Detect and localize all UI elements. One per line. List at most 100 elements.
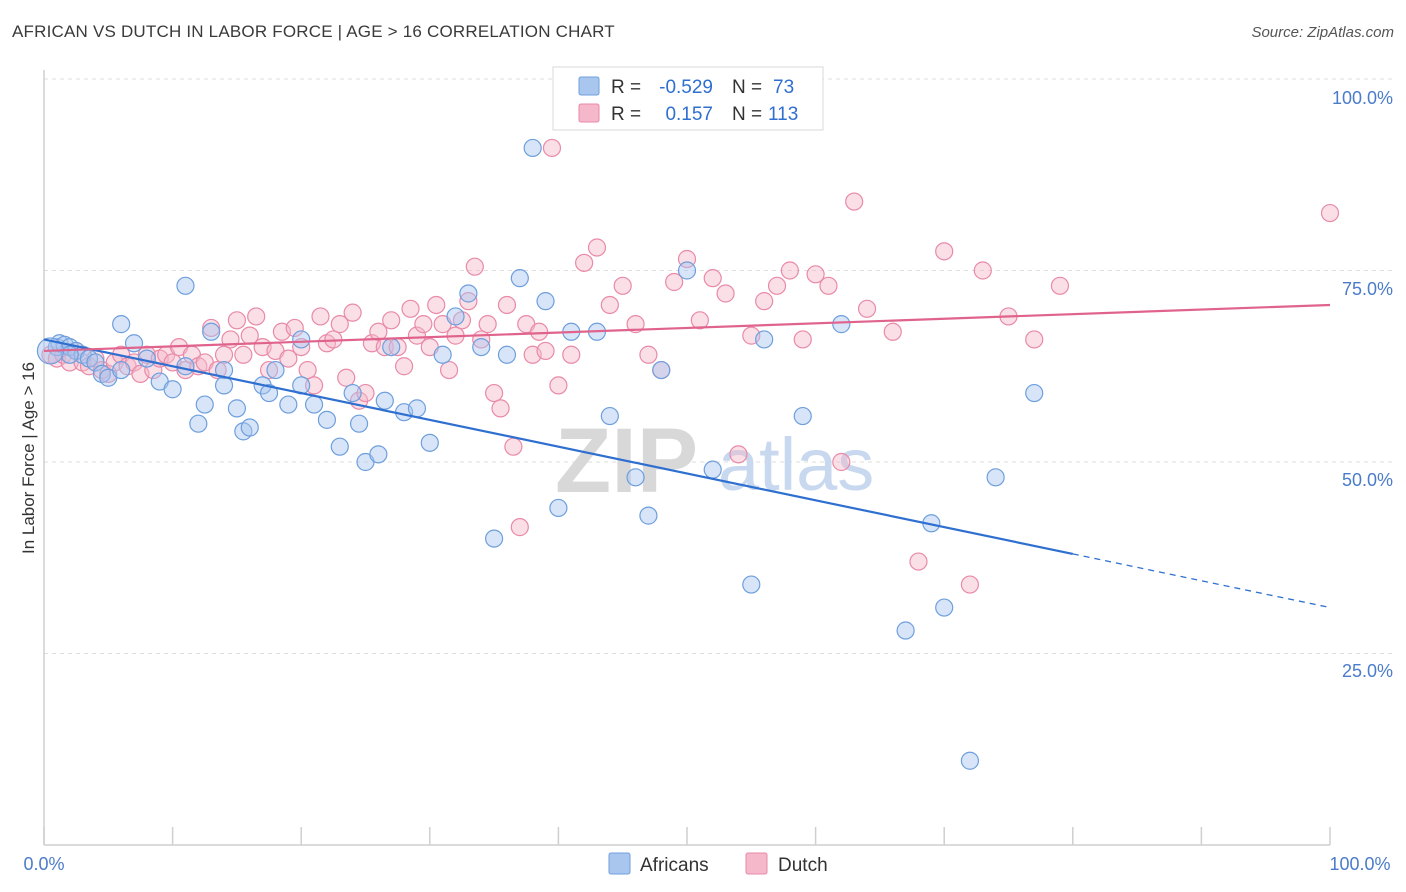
x-tick-label: 100.0% <box>1329 854 1390 874</box>
y-tick-label: 50.0% <box>1342 470 1393 490</box>
dutch-point <box>414 315 433 334</box>
dutch-point <box>485 383 504 403</box>
africans-point <box>1025 383 1044 403</box>
dutch-point <box>407 326 427 345</box>
dutch-point <box>298 360 317 380</box>
legend-r-value: 0.157 <box>665 104 713 125</box>
africans-point <box>536 292 555 311</box>
gridlines <box>44 78 1395 654</box>
dutch-point <box>530 322 549 341</box>
africans-point <box>195 395 214 414</box>
dutch-point <box>214 345 234 364</box>
dutch-point <box>279 349 298 368</box>
x-ticks <box>43 827 1331 845</box>
africans-point <box>433 345 452 364</box>
africans-point <box>176 357 195 376</box>
africans-point <box>459 284 478 303</box>
legend-n-label: N = <box>732 77 762 98</box>
dutch-point <box>234 345 253 364</box>
africans-point <box>382 338 401 357</box>
y-axis-label: In Labor Force | Age > 16 <box>19 362 38 554</box>
africans-point <box>497 345 517 364</box>
africans-point <box>240 418 259 437</box>
africans-point <box>163 380 182 399</box>
dutch-point <box>935 242 954 261</box>
legend-n-value: 73 <box>773 77 794 98</box>
dutch-point <box>1025 330 1044 349</box>
dutch-point <box>909 552 928 571</box>
x-tick-label: 0.0% <box>23 854 64 874</box>
africans-point <box>349 414 369 433</box>
africans-legend-swatch <box>608 852 631 875</box>
correlation-legend: R = -0.529 N = 73 R = 0.157 N = 113 <box>552 66 824 131</box>
legend-r-label: R = <box>611 104 641 125</box>
africans-series <box>36 138 1044 770</box>
legend-r-label: R = <box>611 77 641 98</box>
dutch-point <box>973 261 992 280</box>
africans-trend-extension <box>1072 553 1331 609</box>
dutch-point <box>857 299 877 318</box>
africans-legend-label: Africans <box>640 855 709 876</box>
dutch-point <box>343 303 362 322</box>
dutch-point <box>259 360 279 380</box>
dutch-point <box>510 518 529 537</box>
africans-point <box>652 360 671 380</box>
africans-trend-line <box>43 338 1074 555</box>
y-tick-label: 100.0% <box>1332 88 1393 108</box>
chart-title: AFRICAN VS DUTCH IN LABOR FORCE | AGE > … <box>12 22 615 41</box>
africans-point <box>639 506 658 525</box>
africans-swatch <box>578 76 600 96</box>
africans-point <box>343 383 362 403</box>
africans-point <box>793 406 812 426</box>
africans-point <box>279 395 298 414</box>
dutch-point <box>600 295 619 315</box>
dutch-point <box>716 284 735 303</box>
dutch-point <box>832 452 851 472</box>
dutch-point <box>1320 203 1340 223</box>
africans-point <box>214 360 234 380</box>
africans-point <box>626 468 645 487</box>
dutch-point <box>755 292 774 311</box>
dutch-point <box>626 315 645 334</box>
dutch-point <box>562 345 581 364</box>
africans-point <box>375 391 394 410</box>
africans-point <box>112 360 131 380</box>
africans-point <box>407 399 427 418</box>
dutch-point <box>793 330 812 349</box>
dutch-point <box>542 138 562 158</box>
dutch-point <box>337 368 356 387</box>
dutch-swatch <box>578 103 600 123</box>
dutch-point <box>439 360 459 380</box>
dutch-point <box>703 269 722 288</box>
dutch-point <box>960 575 980 594</box>
dutch-point <box>780 261 799 280</box>
y-tick-label: 75.0% <box>1342 279 1393 299</box>
africans-point <box>124 334 144 353</box>
dutch-point <box>491 399 510 418</box>
africans-point <box>703 460 722 479</box>
dutch-point <box>369 322 388 341</box>
dutch-point <box>613 276 632 295</box>
africans-point <box>960 751 980 770</box>
dutch-point <box>465 257 484 276</box>
africans-point <box>742 575 761 594</box>
legend-n-label: N = <box>732 104 762 125</box>
dutch-point <box>394 357 414 376</box>
africans-point <box>112 315 131 334</box>
africans-point <box>549 498 568 518</box>
africans-point <box>214 376 234 395</box>
dutch-point <box>767 276 787 295</box>
dutch-point <box>504 437 523 456</box>
africans-point <box>330 437 349 456</box>
africans-point <box>472 338 491 357</box>
dutch-point <box>459 292 478 311</box>
dutch-point <box>1050 276 1070 295</box>
africans-point <box>896 621 915 640</box>
africans-point <box>189 414 208 433</box>
africans-point <box>202 322 221 341</box>
africans-point <box>935 598 954 617</box>
dutch-point <box>549 376 568 395</box>
legend-r-value: -0.529 <box>659 77 713 98</box>
dutch-point <box>639 345 658 364</box>
